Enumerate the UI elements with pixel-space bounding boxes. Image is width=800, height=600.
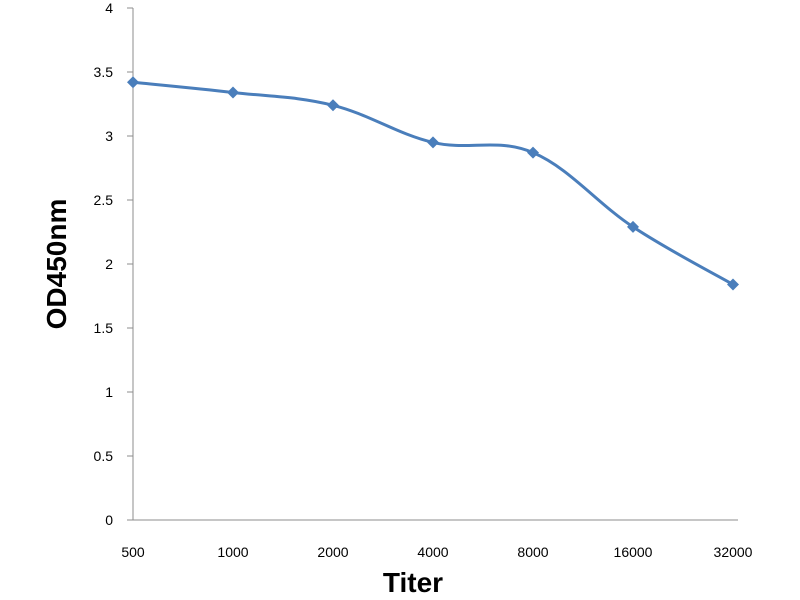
y-tick-label: 2 [105,256,113,272]
data-point-marker [527,146,539,159]
x-tick-label: 8000 [517,544,548,560]
x-tick-label: 1000 [217,544,248,560]
data-point-marker [227,86,239,99]
series-line [131,80,735,286]
y-axis-title: OD450nm [41,199,72,330]
y-tick-label: 4 [105,0,113,16]
y-tick-label: 0.5 [94,448,114,464]
data-point-marker [427,136,439,149]
y-tick-label: 2.5 [94,192,114,208]
data-point-marker [127,76,139,89]
x-axis-labels: 500 1000 2000 4000 8000 16000 32000 [121,544,752,560]
y-tick-label: 0 [105,512,113,528]
data-markers [127,76,739,291]
y-axis-ticks: 0 0.5 1 1.5 2 2.5 3 3.5 4 [94,0,133,528]
y-tick-label: 1 [105,384,113,400]
data-point-marker [727,278,739,291]
x-tick-label: 16000 [614,544,653,560]
x-tick-label: 2000 [317,544,348,560]
data-point-marker [627,220,639,233]
y-tick-label: 3 [105,128,113,144]
x-tick-label: 32000 [714,544,753,560]
x-tick-label: 500 [121,544,145,560]
x-tick-label: 4000 [417,544,448,560]
y-tick-label: 1.5 [94,320,114,336]
x-axis-title: Titer [383,567,443,598]
data-point-marker [327,99,339,112]
y-tick-label: 3.5 [94,64,114,80]
